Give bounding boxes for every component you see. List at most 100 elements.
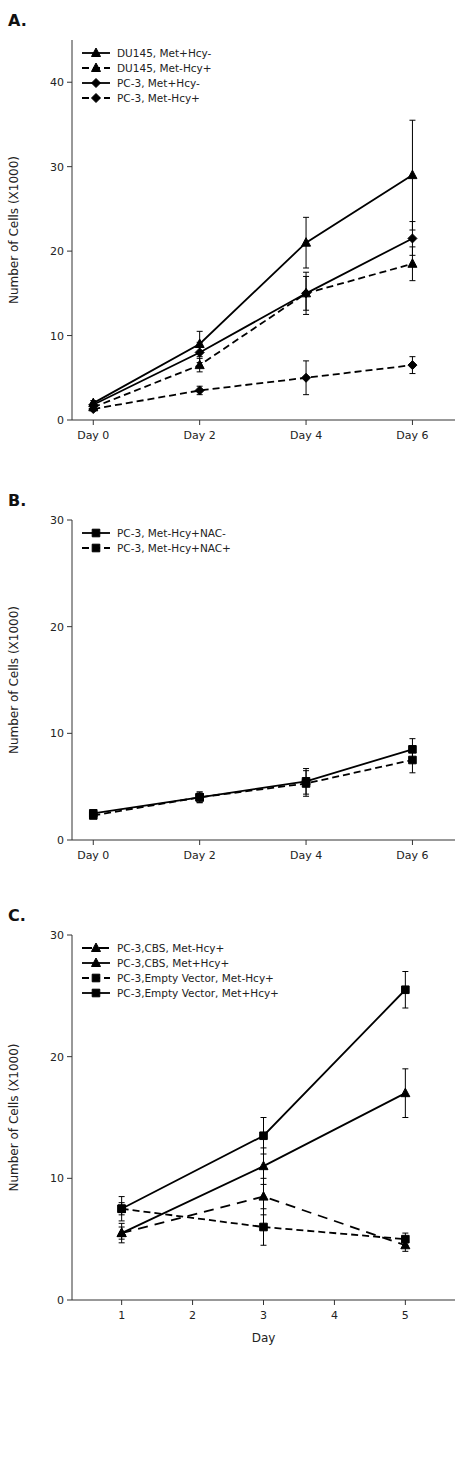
y-axis-label: Number of Cells (X1000): [7, 156, 21, 304]
error-bar: [402, 1233, 408, 1245]
x-tick-label: 1: [118, 1309, 125, 1322]
y-tick: [67, 1056, 72, 1057]
x-tick-label: Day 6: [396, 849, 428, 862]
x-tick: [405, 1300, 406, 1305]
marker: [408, 259, 417, 268]
panel-title: B.: [8, 491, 26, 510]
series: [118, 1197, 409, 1246]
y-tick: [67, 520, 72, 521]
panel: 010203040Day 0Day 2Day 4Day 6Number of C…: [7, 11, 455, 442]
marker: [259, 1161, 268, 1170]
legend-label: PC-3, Met-Hcy+NAC+: [117, 542, 231, 554]
y-tick: [67, 335, 72, 336]
legend: PC-3, Met-Hcy+NAC- PC-3, Met-Hcy+NAC+: [82, 527, 231, 554]
x-tick-label: 5: [402, 1309, 409, 1322]
x-tick: [93, 840, 94, 845]
legend-label: PC-3,CBS, Met+Hcy+: [117, 957, 229, 969]
marker: [196, 794, 204, 802]
x-tick: [306, 420, 307, 425]
y-tick: [67, 733, 72, 734]
legend-marker: [92, 63, 101, 72]
y-tick-label: 20: [50, 621, 64, 634]
x-tick: [199, 840, 200, 845]
x-tick: [306, 840, 307, 845]
x-tick: [412, 840, 413, 845]
legend-label: PC-3,CBS, Met-Hcy+: [117, 942, 224, 954]
plot-area: [89, 120, 417, 413]
y-axis-label: Number of Cells (X1000): [7, 1043, 21, 1191]
legend: PC-3,CBS, Met-Hcy+PC-3,CBS, Met+Hcy+PC-3…: [82, 942, 279, 999]
legend-marker: [92, 958, 101, 967]
y-tick: [67, 626, 72, 627]
x-axis: [72, 840, 455, 841]
series: [89, 739, 416, 817]
x-tick: [334, 1300, 335, 1305]
error-bar: [197, 792, 203, 803]
legend-marker: [92, 974, 100, 982]
legend-label: DU145, Met-Hcy+: [117, 62, 212, 74]
y-tick: [67, 935, 72, 936]
figure: 010203040Day 0Day 2Day 4Day 6Number of C…: [0, 0, 474, 1480]
y-tick-label: 10: [50, 727, 64, 740]
x-tick-label: 4: [331, 1309, 338, 1322]
marker: [195, 348, 204, 357]
y-tick-label: 20: [50, 1051, 64, 1064]
error-bar: [261, 1209, 267, 1246]
marker: [302, 780, 310, 788]
marker: [260, 1223, 268, 1231]
marker: [260, 1132, 268, 1140]
series-line: [93, 760, 412, 815]
x-axis: [72, 420, 455, 421]
marker: [408, 361, 417, 370]
y-tick-label: 30: [50, 929, 64, 942]
plot-area: [117, 972, 410, 1252]
series-line: [93, 238, 412, 404]
x-axis-label: Day: [252, 1331, 276, 1345]
legend-marker: [92, 943, 101, 952]
series: [118, 972, 409, 1215]
y-tick: [67, 1178, 72, 1179]
x-tick: [121, 1300, 122, 1305]
x-tick-label: 3: [260, 1309, 267, 1322]
legend-marker: [92, 94, 101, 103]
legend-marker: [92, 48, 101, 57]
legend-marker: [92, 989, 100, 997]
y-tick-label: 40: [50, 76, 64, 89]
panel: 0102030Day 0Day 2Day 4Day 6Number of Cel…: [7, 491, 455, 862]
marker: [259, 1192, 268, 1201]
y-tick: [67, 1300, 72, 1301]
legend-label: PC-3, Met-Hcy+NAC-: [117, 527, 226, 539]
y-axis: [72, 520, 73, 840]
panel: 010203012345Number of Cells (X1000)DayC.…: [7, 906, 455, 1345]
y-tick: [67, 840, 72, 841]
y-tick: [67, 251, 72, 252]
y-tick-label: 0: [57, 1294, 64, 1307]
marker: [89, 405, 98, 414]
panel-title: C.: [8, 906, 26, 925]
x-tick: [263, 1300, 264, 1305]
marker: [302, 289, 311, 298]
y-tick-label: 10: [50, 1172, 64, 1185]
x-tick-label: Day 6: [396, 429, 428, 442]
series: [89, 120, 417, 406]
legend-marker: [92, 544, 100, 552]
series-line: [122, 990, 406, 1209]
series-line: [93, 175, 412, 403]
legend-label: PC-3, Met-Hcy+: [117, 92, 200, 104]
plot-area: [89, 739, 416, 820]
marker: [408, 234, 417, 243]
marker: [401, 1088, 410, 1097]
marker: [409, 756, 417, 764]
x-tick-label: Day 0: [77, 849, 109, 862]
y-tick: [67, 82, 72, 83]
y-axis-label: Number of Cells (X1000): [7, 606, 21, 754]
x-tick-label: Day 2: [184, 849, 216, 862]
x-tick-label: Day 2: [184, 429, 216, 442]
y-tick-label: 10: [50, 330, 64, 343]
panel-title: A.: [8, 11, 27, 30]
error-bar: [261, 1118, 267, 1155]
legend: DU145, Met+Hcy-DU145, Met-Hcy+PC-3, Met+…: [82, 47, 212, 104]
y-tick-label: 0: [57, 834, 64, 847]
y-tick-label: 30: [50, 514, 64, 527]
marker: [196, 794, 204, 802]
